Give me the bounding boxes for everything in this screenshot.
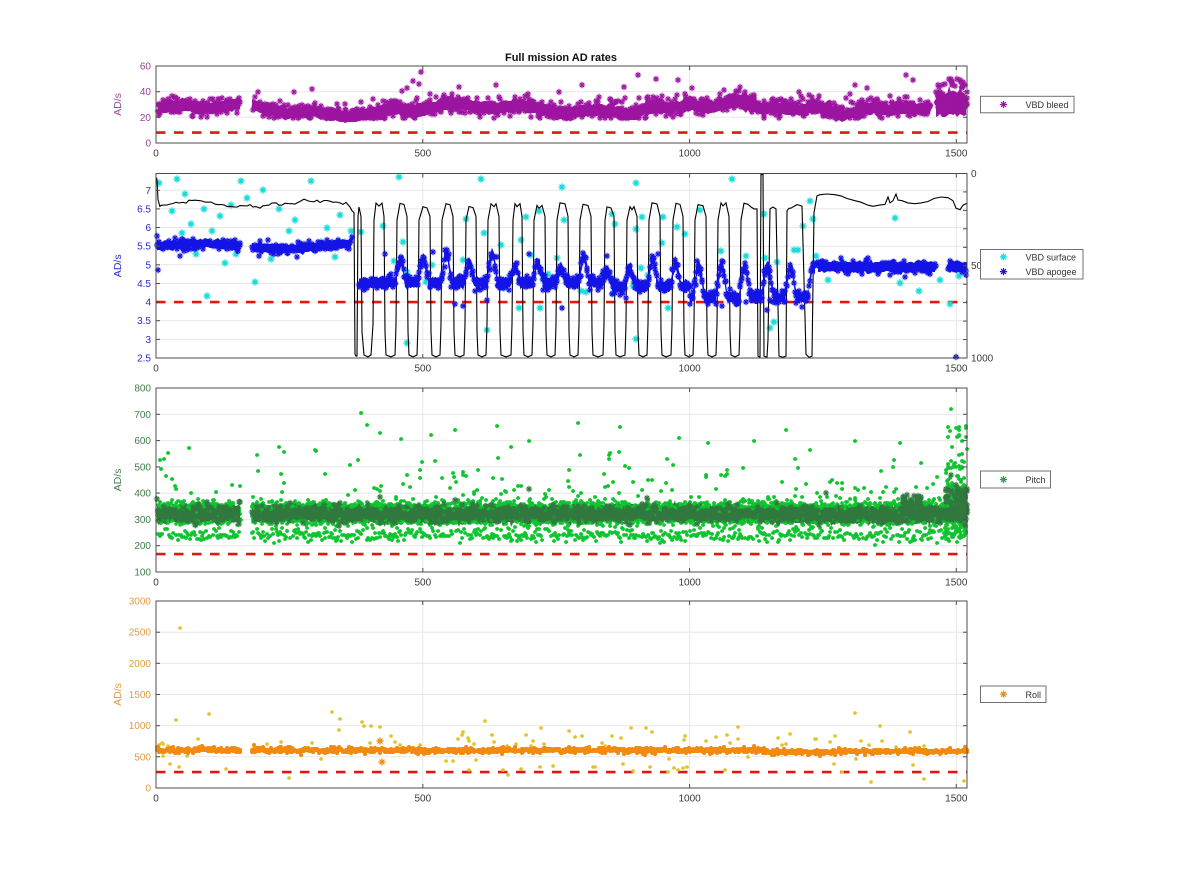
svg-text:200: 200	[134, 541, 151, 552]
svg-text:400: 400	[134, 489, 151, 500]
svg-text:20: 20	[140, 113, 152, 124]
svg-text:0: 0	[145, 784, 151, 795]
svg-text:500: 500	[971, 261, 988, 272]
svg-text:3.5: 3.5	[137, 316, 151, 327]
svg-text:0: 0	[971, 169, 977, 180]
svg-text:0: 0	[145, 139, 151, 150]
svg-text:60: 60	[140, 62, 152, 73]
svg-text:VBD surface: VBD surface	[1026, 252, 1077, 262]
svg-text:6.5: 6.5	[137, 204, 151, 215]
svg-text:1500: 1500	[129, 690, 152, 701]
svg-text:1500: 1500	[945, 149, 968, 160]
svg-text:800: 800	[134, 384, 151, 395]
svg-text:2500: 2500	[129, 628, 152, 639]
svg-text:VBD bleed: VBD bleed	[1026, 100, 1069, 110]
svg-text:0: 0	[153, 794, 159, 805]
svg-text:5: 5	[145, 260, 151, 271]
svg-text:1500: 1500	[945, 794, 968, 805]
svg-text:2000: 2000	[129, 659, 152, 670]
svg-text:1500: 1500	[945, 578, 968, 589]
svg-text:500: 500	[414, 149, 431, 160]
svg-text:1000: 1000	[678, 364, 701, 375]
svg-text:Pitch: Pitch	[1026, 475, 1046, 485]
svg-text:600: 600	[134, 436, 151, 447]
svg-text:VBD apogee: VBD apogee	[1026, 267, 1077, 277]
svg-text:1000: 1000	[971, 354, 994, 365]
svg-text:1500: 1500	[945, 364, 968, 375]
svg-text:Full mission AD rates: Full mission AD rates	[505, 52, 617, 64]
svg-text:3: 3	[145, 335, 151, 346]
svg-text:6: 6	[145, 223, 151, 234]
svg-text:1000: 1000	[678, 149, 701, 160]
svg-text:5.5: 5.5	[137, 242, 151, 253]
svg-text:1000: 1000	[678, 578, 701, 589]
svg-text:500: 500	[134, 752, 151, 763]
svg-text:300: 300	[134, 515, 151, 526]
svg-text:500: 500	[414, 578, 431, 589]
svg-text:2.5: 2.5	[137, 354, 151, 365]
svg-text:AD/s: AD/s	[112, 254, 124, 277]
svg-text:3000: 3000	[129, 597, 152, 608]
svg-text:500: 500	[134, 462, 151, 473]
svg-text:500: 500	[414, 794, 431, 805]
svg-text:1000: 1000	[129, 721, 152, 732]
svg-text:7: 7	[145, 186, 151, 197]
svg-text:500: 500	[414, 364, 431, 375]
svg-text:0: 0	[153, 364, 159, 375]
svg-text:1000: 1000	[678, 794, 701, 805]
svg-text:Roll: Roll	[1026, 690, 1042, 700]
svg-text:0: 0	[153, 578, 159, 589]
svg-text:700: 700	[134, 410, 151, 421]
svg-text:4: 4	[145, 298, 151, 309]
svg-text:AD/s: AD/s	[112, 683, 124, 706]
svg-text:100: 100	[134, 568, 151, 579]
svg-text:AD/s: AD/s	[112, 93, 124, 116]
svg-text:40: 40	[140, 87, 152, 98]
svg-text:0: 0	[153, 149, 159, 160]
svg-text:AD/s: AD/s	[112, 469, 124, 492]
svg-text:4.5: 4.5	[137, 279, 151, 290]
